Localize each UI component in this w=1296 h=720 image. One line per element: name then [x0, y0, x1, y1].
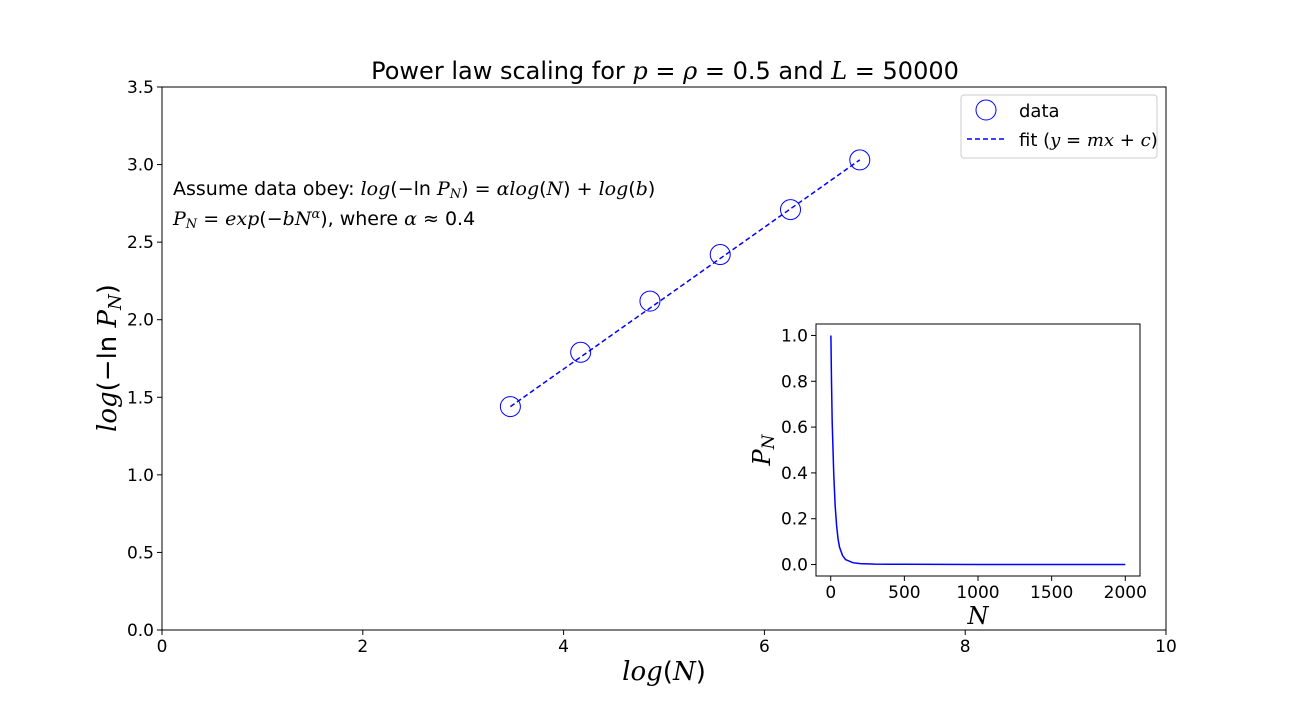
- main-plot-area: [499, 149, 871, 418]
- inset-y-tick-label: 0.6: [781, 418, 808, 438]
- inset-x-tick-label: 500: [888, 583, 920, 603]
- main-y-tick-label: 0.5: [127, 543, 154, 563]
- data-point: [709, 244, 731, 266]
- inset-y-tick-label: 0.4: [781, 464, 808, 484]
- annotation-line-2: PN = exp(−bNα), where α ≈ 0.4: [172, 207, 475, 233]
- inset-x-tick-label: 2000: [1104, 583, 1147, 603]
- main-y-ticks: 0.0 0.5 1.0 1.5 2.0 2.5 3.0 3.5: [127, 78, 162, 641]
- data-point: [570, 341, 592, 363]
- main-y-tick-label: 3.5: [127, 78, 154, 98]
- main-axes-frame: [161, 86, 1167, 631]
- main-x-tick-label: 6: [759, 637, 770, 657]
- fit-line: [509, 159, 861, 408]
- main-x-tick-label: 0: [157, 637, 168, 657]
- main-y-axis-label: log(−ln PN): [93, 284, 126, 432]
- main-y-tick-label: 1.0: [127, 466, 154, 486]
- main-x-ticks: 0 2 4 6 8 10: [157, 630, 1177, 657]
- data-point: [780, 199, 802, 221]
- inset-x-tick-label: 1500: [1030, 583, 1073, 603]
- inset-y-tick-label: 0.0: [781, 556, 808, 576]
- data-point: [849, 149, 871, 171]
- data-point: [639, 290, 661, 312]
- inset-background: [816, 324, 1140, 576]
- main-x-tick-label: 2: [357, 637, 368, 657]
- inset-plot-area: [830, 335, 1126, 566]
- legend-fit-label: fit (y = mx + c): [1019, 130, 1158, 151]
- chart-title: Power law scaling for p = ρ = 0.5 and L …: [371, 57, 959, 85]
- inset-x-ticks: 0 500 1000 1500 2000: [825, 576, 1147, 603]
- inset-x-tick-label: 0: [825, 583, 836, 603]
- main-x-tick-label: 10: [1155, 637, 1177, 657]
- inset-pn-line: [830, 335, 1126, 566]
- inset-x-axis-label: N: [967, 602, 990, 630]
- legend: data fit (y = mx + c): [960, 94, 1158, 159]
- inset-y-ticks: 0.0 0.2 0.4 0.6 0.8 1.0: [781, 326, 816, 576]
- main-x-tick-label: 4: [558, 637, 569, 657]
- inset-x-tick-label: 1000: [956, 583, 999, 603]
- main-x-tick-label: 8: [960, 637, 971, 657]
- inset-y-axis-label: PN: [748, 433, 779, 466]
- main-y-tick-label: 2.0: [127, 311, 154, 331]
- main-y-tick-label: 1.5: [127, 388, 154, 408]
- main-y-tick-label: 2.5: [127, 233, 154, 253]
- inset-y-tick-label: 0.2: [781, 510, 808, 530]
- inset-y-tick-label: 1.0: [781, 326, 808, 346]
- main-y-tick-label: 0.0: [127, 621, 154, 641]
- legend-box: [960, 94, 1158, 159]
- inset-y-tick-label: 0.8: [781, 372, 808, 392]
- annotation-line-1: Assume data obey: log(−ln PN) = αlog(N) …: [173, 178, 655, 202]
- data-point: [499, 396, 521, 418]
- legend-data-label: data: [1019, 101, 1060, 122]
- legend-data-marker: [975, 99, 997, 121]
- main-y-tick-label: 3.0: [127, 156, 154, 176]
- main-x-axis-label: log(N): [622, 657, 706, 687]
